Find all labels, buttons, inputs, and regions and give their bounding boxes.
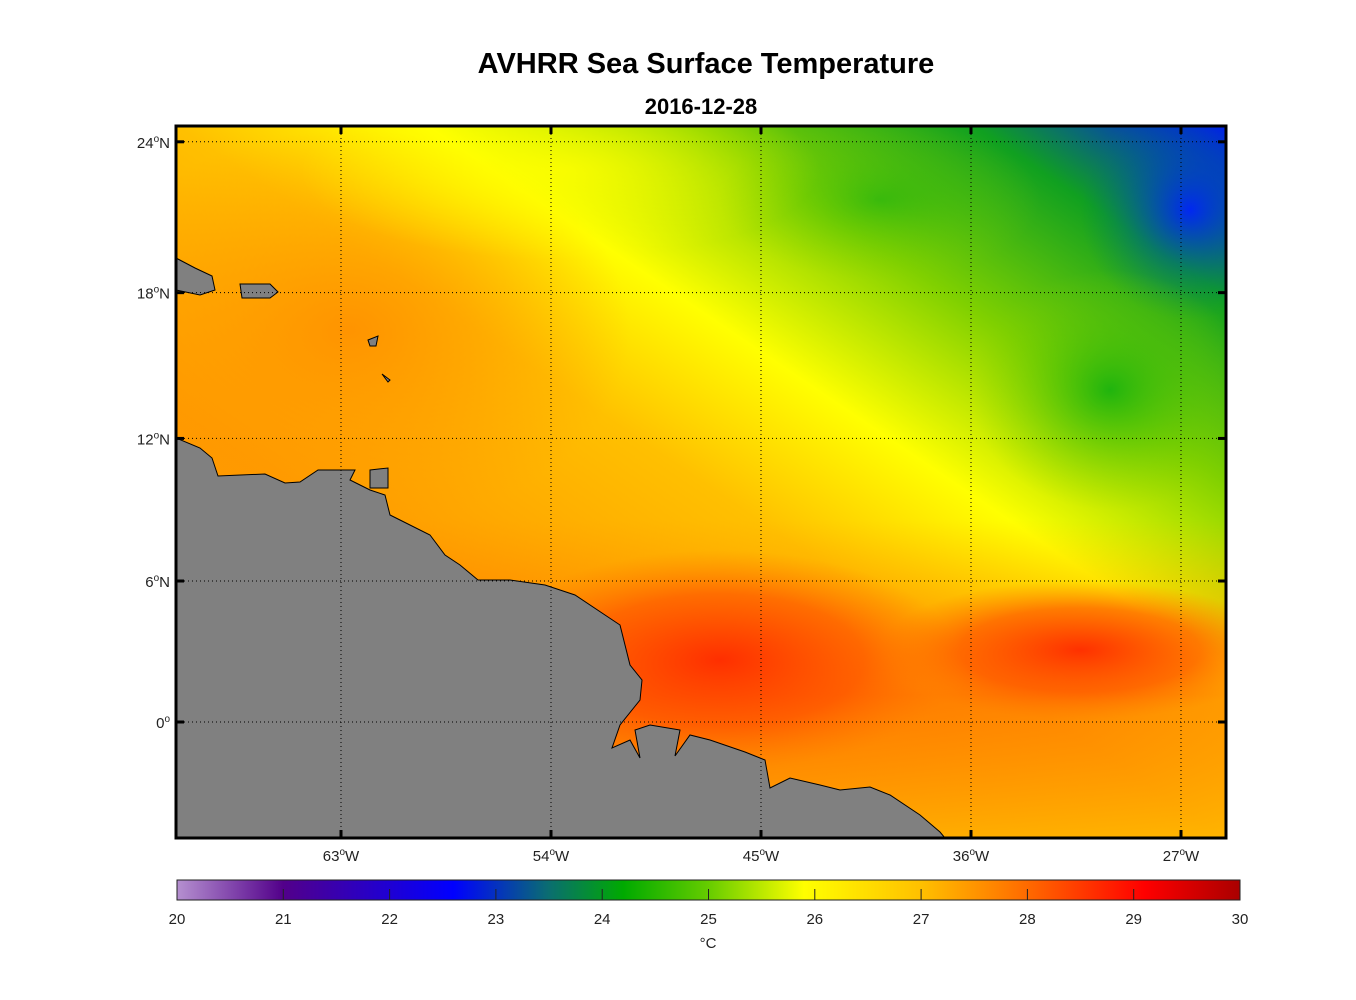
lon-tick-label: 27oW [1163,847,1200,865]
map-frame [174,124,1228,840]
land-guadeloupe [367,335,379,347]
colorbar-label: °C [700,935,717,952]
colorbar-tick-label: 28 [1019,911,1036,928]
land-hispaniola [176,257,216,296]
lon-tick-label: 54oW [533,847,570,865]
colorbar-tick-label: 21 [275,911,292,928]
lon-tick-label: 63oW [323,847,360,865]
lat-tick-label: 18oN [137,285,170,303]
chart-title: AVHRR Sea Surface Temperature [477,48,935,80]
lon-tick-label: 36oW [953,847,990,865]
sst-field [176,126,1226,838]
gridlines [176,126,1226,838]
lat-tick-label: 24oN [137,134,170,152]
colorbar-tick-label: 27 [913,911,930,928]
land-puerto-rico [239,283,279,299]
land-barbados [381,373,391,383]
colorbar-tick-label: 25 [700,911,717,928]
lon-tick-label: 45oW [743,847,780,865]
colorbar-tick-label: 24 [594,911,611,928]
lat-tick-label: 12oN [137,430,170,448]
chart-subtitle: 2016-12-28 [644,94,758,119]
lat-tick-label: 0o [156,714,170,732]
colorbar-tick-label: 29 [1125,911,1142,928]
land-trinidad [369,467,389,489]
colorbar-tick-label: 26 [806,911,823,928]
colorbar-ticks: 20 21 22 23 24 25 26 27 28 29 30 [169,889,1249,928]
colorbar-tick-label: 22 [381,911,398,928]
lat-tick-label: 6oN [145,573,170,591]
colorbar-tick-label: 23 [488,911,505,928]
colorbar-tick-label: 30 [1232,911,1249,928]
colorbar-tick-label: 20 [169,911,186,928]
axis-ticks: 63oW 54oW 45oW 36oW 27oW 24oN 18oN 12oN 6oN 0o [137,126,1226,865]
land-south-america [176,437,946,838]
